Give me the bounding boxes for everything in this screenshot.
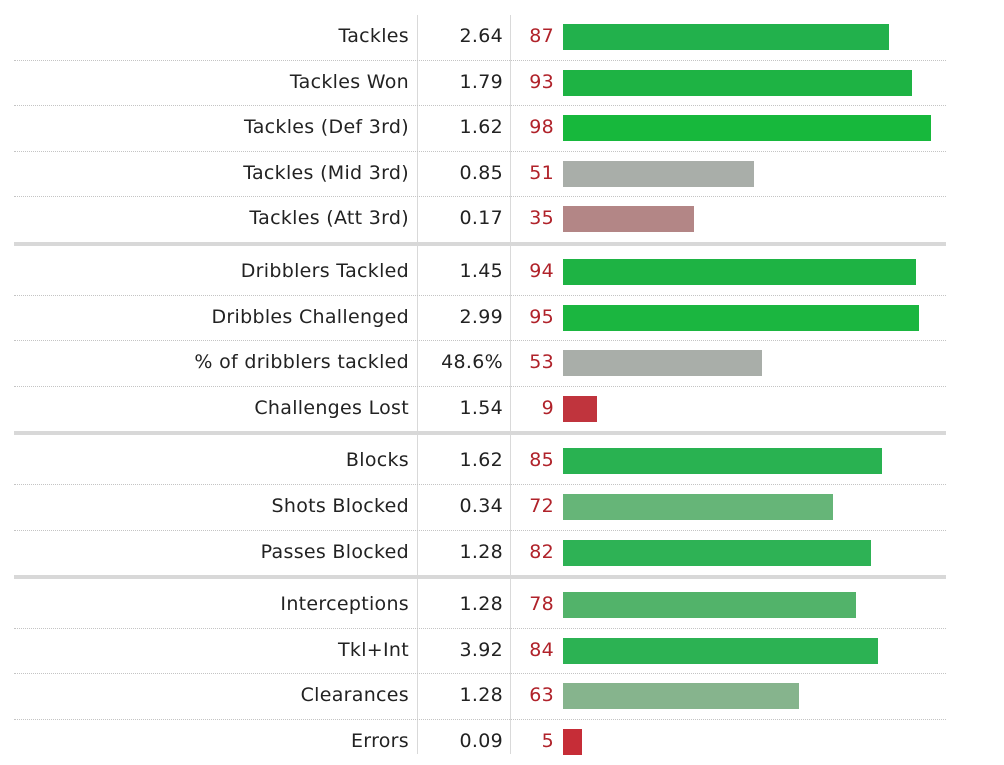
percentile-bar — [563, 448, 882, 475]
percentile-label: 98 — [529, 116, 554, 139]
stat-label: Dribbles Challenged — [211, 305, 409, 328]
percentile-bar — [563, 729, 582, 755]
stat-row: Challenges Lost 1.54 9 — [14, 387, 946, 436]
stat-label: Dribblers Tackled — [240, 260, 409, 282]
stat-value: 1.28 — [459, 684, 503, 707]
stat-label: Passes Blocked — [260, 540, 409, 563]
stat-label: Challenges Lost — [254, 396, 409, 419]
percentile-label: 5 — [541, 730, 554, 752]
percentile-bar — [563, 206, 695, 233]
stat-row: Blocks 1.62 85 — [14, 439, 946, 485]
percentile-bar — [563, 683, 800, 710]
percentile-label: 93 — [529, 70, 554, 93]
percentile-label: 72 — [529, 495, 554, 517]
percentile-label: 63 — [529, 684, 554, 707]
stat-row: Tackles (Def 3rd) 1.62 98 — [14, 106, 946, 152]
percentile-label: 85 — [529, 449, 554, 472]
stat-value: 1.62 — [459, 116, 503, 139]
stat-row: Tackles (Att 3rd) 0.17 35 — [14, 197, 946, 246]
stat-row: Errors 0.09 5 — [14, 720, 946, 765]
stat-label: Tackles (Att 3rd) — [249, 207, 409, 230]
stat-label: Tackles (Mid 3rd) — [243, 161, 409, 184]
percentile-label: 53 — [529, 351, 554, 374]
stat-value: 1.28 — [459, 540, 503, 563]
stat-row: Tkl+Int 3.92 84 — [14, 629, 946, 675]
stat-value: 1.45 — [459, 260, 503, 282]
stat-label: Shots Blocked — [271, 495, 409, 517]
percentile-label: 87 — [529, 25, 554, 47]
percentile-label: 94 — [529, 260, 554, 282]
percentile-label: 9 — [541, 396, 554, 419]
column-divider-right — [510, 15, 511, 754]
stat-label: Tackles — [338, 25, 409, 47]
percentile-bar — [563, 637, 878, 664]
percentile-bar — [563, 395, 597, 422]
stat-value: 0.34 — [459, 495, 503, 517]
percentile-bar — [563, 494, 833, 520]
stat-row: Dribblers Tackled 1.45 94 — [14, 250, 946, 296]
stat-value: 0.09 — [459, 730, 503, 752]
percentile-label: 51 — [529, 161, 554, 184]
stat-label: Interceptions — [280, 593, 409, 616]
stat-value: 0.17 — [459, 207, 503, 230]
stat-row: Shots Blocked 0.34 72 — [14, 485, 946, 531]
percentile-label: 35 — [529, 207, 554, 230]
stat-label: Tkl+Int — [337, 638, 409, 661]
stat-value: 0.85 — [459, 161, 503, 184]
percentile-bar — [563, 350, 762, 377]
stat-value: 1.62 — [459, 449, 503, 472]
percentile-bar — [563, 69, 912, 96]
percentile-bar — [563, 160, 755, 187]
stat-row: % of dribblers tackled 48.6% 53 — [14, 341, 946, 387]
stat-value: 3.92 — [459, 638, 503, 661]
stat-value: 2.99 — [459, 305, 503, 328]
stat-row: Tackles 2.64 87 — [14, 15, 946, 61]
stat-value: 2.64 — [459, 25, 503, 47]
stat-row: Tackles Won 1.79 93 — [14, 61, 946, 107]
percentile-label: 82 — [529, 540, 554, 563]
stat-row: Tackles (Mid 3rd) 0.85 51 — [14, 152, 946, 198]
stat-row: Clearances 1.28 63 — [14, 674, 946, 720]
column-divider-left — [417, 15, 418, 754]
stat-label: Tackles Won — [289, 70, 409, 93]
stat-row: Interceptions 1.28 78 — [14, 583, 946, 629]
stat-value: 1.28 — [459, 593, 503, 616]
percentile-bar — [563, 592, 856, 619]
percentile-label: 95 — [529, 305, 554, 328]
percentile-bar — [563, 304, 920, 331]
stat-row: Dribbles Challenged 2.99 95 — [14, 296, 946, 342]
percentile-label: 84 — [529, 638, 554, 661]
stat-value: 1.79 — [459, 70, 503, 93]
stat-label: % of dribblers tackled — [194, 351, 409, 374]
stat-label: Clearances — [300, 684, 409, 707]
percentile-bar — [563, 539, 871, 566]
stat-value: 48.6% — [441, 351, 503, 374]
stat-label: Blocks — [345, 449, 409, 472]
percentile-label: 78 — [529, 593, 554, 616]
percentile-bar — [563, 259, 916, 285]
stat-label: Tackles (Def 3rd) — [243, 116, 409, 139]
stat-row: Passes Blocked 1.28 82 — [14, 531, 946, 580]
stat-label: Errors — [350, 730, 409, 752]
stat-value: 1.54 — [459, 396, 503, 419]
percentile-bar — [563, 24, 890, 50]
percentile-bar — [563, 115, 931, 142]
